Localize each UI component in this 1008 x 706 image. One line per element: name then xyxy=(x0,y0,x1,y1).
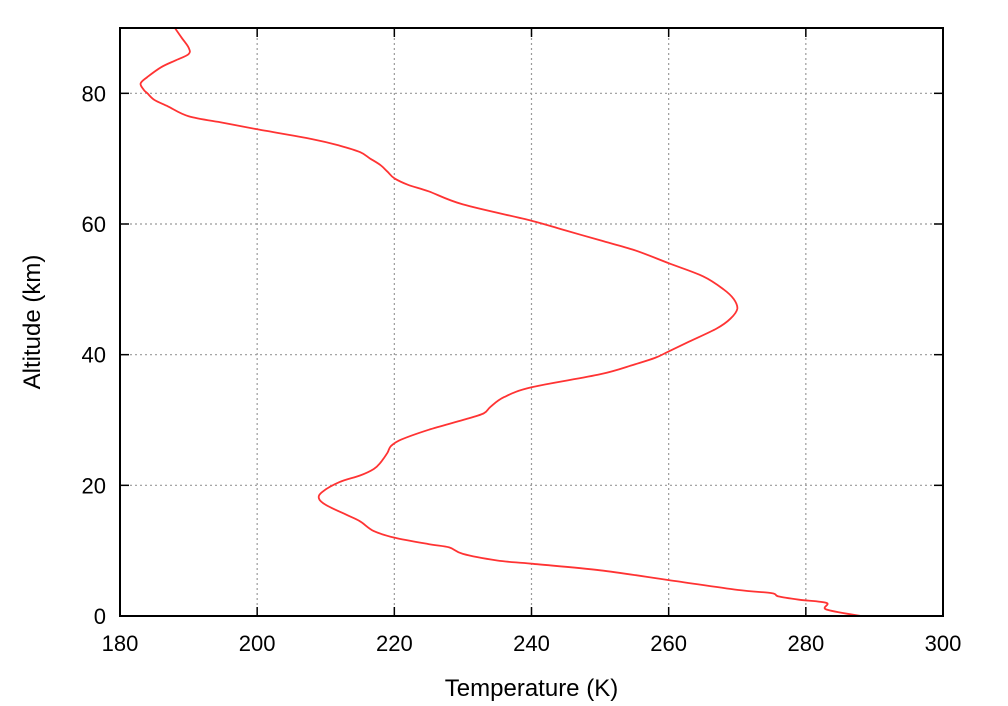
data-series-layer xyxy=(139,27,861,617)
y-axis-title: Altitude (km) xyxy=(19,255,46,390)
y-tick-label: 0 xyxy=(94,604,106,629)
temperature-profile-line xyxy=(139,27,861,617)
x-tick-label: 300 xyxy=(925,631,962,656)
grid-lines xyxy=(120,28,943,616)
axis-ticks xyxy=(119,28,944,617)
y-tick-label: 40 xyxy=(82,343,106,368)
y-tick-label: 20 xyxy=(82,473,106,498)
x-tick-label: 240 xyxy=(513,631,550,656)
x-axis-title: Temperature (K) xyxy=(445,675,618,702)
y-tick-label: 60 xyxy=(82,212,106,237)
x-tick-label: 260 xyxy=(650,631,687,656)
y-tick-label: 80 xyxy=(82,81,106,106)
tick-labels: 180 200 220 240 260 280 300 0 20 40 60 80 xyxy=(82,81,962,656)
x-tick-label: 180 xyxy=(102,631,139,656)
x-tick-label: 280 xyxy=(787,631,824,656)
x-tick-label: 220 xyxy=(376,631,413,656)
x-tick-label: 200 xyxy=(239,631,276,656)
